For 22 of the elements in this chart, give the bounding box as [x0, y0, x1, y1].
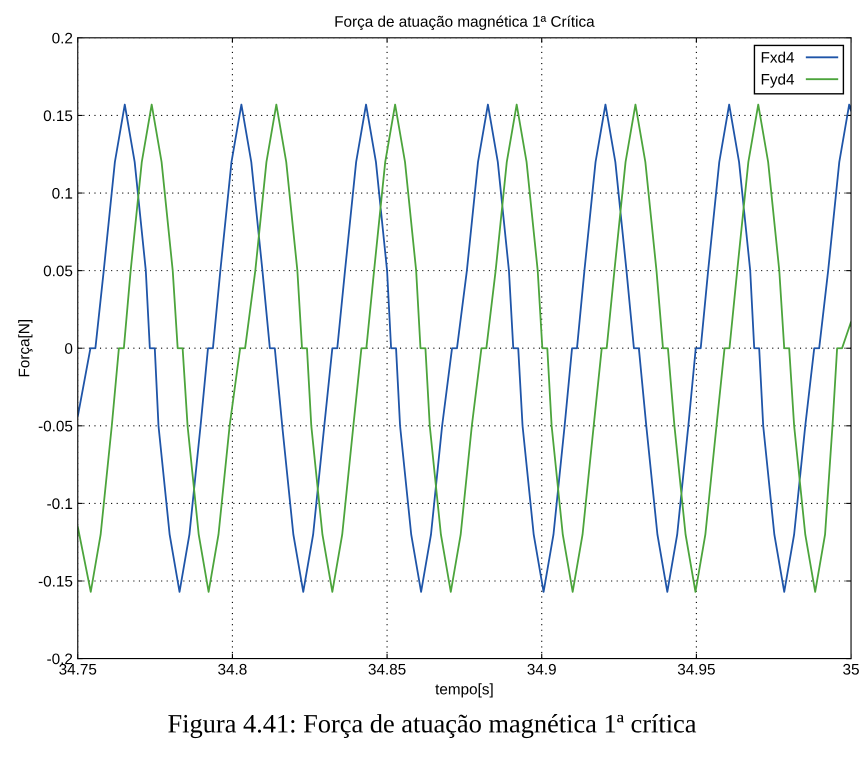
x-tick-label: 35 [843, 664, 859, 675]
x-tick-label: 34.85 [368, 664, 406, 675]
x-tick-label: 34.75 [59, 664, 96, 675]
x-tick-label: 34.95 [678, 664, 715, 675]
y-axis-title: Força[N] [18, 320, 33, 376]
y-tick-label: -0.1 [47, 498, 72, 510]
y-tick-label: -0.15 [38, 576, 72, 587]
y-tick-label: 0.1 [52, 188, 72, 199]
line-series [78, 104, 852, 593]
x-tick-label: 34.8 [218, 664, 247, 675]
chart-title: Força de atuação magnética 1ª Crítica [335, 15, 595, 30]
legend-label: Fxd4 [762, 52, 794, 63]
text: Figura 4.41: Força de atuação magnética 1ª crítica [168, 714, 696, 738]
y-tick-label: 0.2 [52, 32, 72, 44]
legend-label: Fyd4 [762, 73, 794, 88]
y-tick-label: 0.05 [44, 265, 72, 276]
x-axis-title: tempo[s] [435, 683, 493, 698]
y-tick-label: -0.05 [38, 420, 72, 432]
x-tick-label: 34.9 [527, 664, 556, 675]
y-tick-label: -0.2 [47, 653, 72, 664]
y-tick-label: 0.15 [44, 110, 72, 122]
y-tick-label: 0 [65, 343, 72, 354]
